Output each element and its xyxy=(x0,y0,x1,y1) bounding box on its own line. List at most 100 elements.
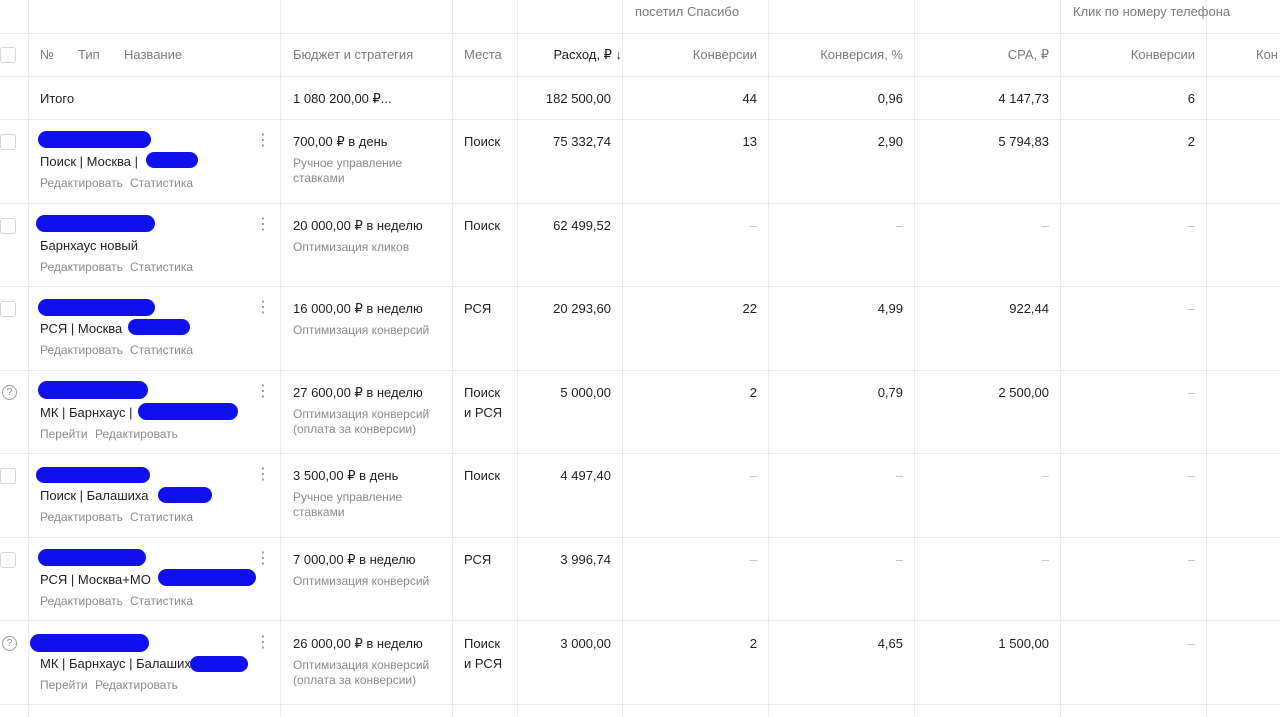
column-header-conversions[interactable]: Конверсии xyxy=(692,47,757,62)
conversions-value: – xyxy=(749,218,757,233)
edit-link[interactable]: Редактировать xyxy=(40,510,123,524)
edit-link[interactable]: Редактировать xyxy=(95,678,178,692)
column-header-conversion-rate[interactable]: Конверсия, % xyxy=(820,47,903,62)
campaign-name[interactable]: МК | Барнхаус | Балашиха xyxy=(40,656,198,671)
strategy-line: ставками xyxy=(293,505,345,519)
budget-value: 700,00 ₽ в день xyxy=(293,134,388,149)
budget-value: 27 600,00 ₽ в неделю xyxy=(293,385,423,400)
edit-link[interactable]: Редактировать xyxy=(40,176,123,190)
campaign-name[interactable]: Барнхаус новый xyxy=(40,238,138,253)
redacted-campaign-id xyxy=(38,299,155,316)
column-divider xyxy=(622,0,623,717)
more-menu-icon[interactable]: ⋮ xyxy=(255,299,271,316)
campaign-name[interactable]: РСЯ | Москва xyxy=(40,321,123,336)
stats-link[interactable]: Статистика xyxy=(130,594,194,608)
group-header-phone-click: Клик по номеру телефона xyxy=(1073,4,1231,19)
redacted-campaign-id xyxy=(30,634,149,652)
places-value: РСЯ xyxy=(464,552,492,567)
row-divider xyxy=(0,33,1280,34)
edit-link[interactable]: Редактировать xyxy=(40,343,123,357)
stats-link[interactable]: Статистика xyxy=(130,176,194,190)
cpa-value: 922,44 xyxy=(1009,301,1049,316)
column-divider xyxy=(517,0,518,717)
select-all-checkbox[interactable] xyxy=(0,47,16,63)
total-expense: 182 500,00 xyxy=(545,91,611,106)
cpa-value: 2 500,00 xyxy=(998,385,1049,400)
total-label: Итого xyxy=(40,91,75,106)
column-header-places[interactable]: Места xyxy=(464,47,502,62)
budget-value: 26 000,00 ₽ в неделю xyxy=(293,636,423,651)
expense-value: 62 499,52 xyxy=(553,218,611,233)
redacted-campaign-id xyxy=(36,467,150,483)
redaction-mark xyxy=(158,569,256,586)
column-header-name[interactable]: Название xyxy=(124,47,183,62)
column-header-type[interactable]: Тип xyxy=(78,47,100,62)
redacted-campaign-id xyxy=(38,131,151,148)
column-divider xyxy=(768,0,769,717)
more-menu-icon[interactable]: ⋮ xyxy=(255,132,271,149)
more-menu-icon[interactable]: ⋮ xyxy=(255,383,271,400)
expense-value: 3 996,74 xyxy=(560,552,611,567)
total-conversion-rate: 0,96 xyxy=(877,91,903,106)
more-menu-icon[interactable]: ⋮ xyxy=(255,466,271,483)
stats-link[interactable]: Статистика xyxy=(130,260,194,274)
stats-link[interactable]: Статистика xyxy=(130,343,194,357)
edit-link[interactable]: Редактировать xyxy=(40,260,123,274)
row-divider xyxy=(0,203,1280,204)
column-header-partial[interactable]: Кон xyxy=(1256,47,1278,62)
more-menu-icon[interactable]: ⋮ xyxy=(255,634,271,651)
column-divider xyxy=(28,0,29,717)
places-value: Поиск xyxy=(464,134,501,149)
places-value: Поиск xyxy=(464,468,501,483)
budget-value: 7 000,00 ₽ в неделю xyxy=(293,552,416,567)
strategy-line: (оплата за конверсии) xyxy=(293,422,417,436)
conversion-rate-value: 4,99 xyxy=(877,301,903,316)
places-value: Поиск xyxy=(464,385,501,400)
total-budget: 1 080 200,00 ₽... xyxy=(293,91,392,106)
help-icon[interactable]: ? xyxy=(2,636,17,651)
total-cpa: 4 147,73 xyxy=(998,91,1049,106)
campaign-name[interactable]: МК | Барнхаус | xyxy=(40,405,133,420)
row-divider xyxy=(0,76,1280,77)
row-checkbox[interactable] xyxy=(0,468,16,484)
conversions-value: 2 xyxy=(749,385,757,400)
more-menu-icon[interactable]: ⋮ xyxy=(255,216,271,233)
stats-link[interactable]: Статистика xyxy=(130,510,194,524)
go-link[interactable]: Перейти xyxy=(40,427,88,441)
column-header-cpa[interactable]: CPA, ₽ xyxy=(1007,47,1049,62)
cpa-value: 1 500,00 xyxy=(998,636,1049,651)
campaign-name[interactable]: Поиск | Балашиха xyxy=(40,488,149,503)
strategy-line: ставками xyxy=(293,171,345,185)
redaction-mark xyxy=(138,403,238,420)
edit-link[interactable]: Редактировать xyxy=(40,594,123,608)
edit-link[interactable]: Редактировать xyxy=(95,427,178,441)
conversions-value: 2 xyxy=(749,636,757,651)
column-header-expense-sorted[interactable]: Расход, ₽ ↓ xyxy=(553,47,622,62)
expense-value: 5 000,00 xyxy=(560,385,611,400)
help-icon[interactable]: ? xyxy=(2,385,17,400)
conversion-rate-value: – xyxy=(895,552,903,567)
conversion-rate-value: – xyxy=(895,468,903,483)
go-link[interactable]: Перейти xyxy=(40,678,88,692)
redacted-campaign-id xyxy=(38,549,146,566)
row-checkbox[interactable] xyxy=(0,134,16,150)
row-divider xyxy=(0,537,1280,538)
places-value: Поиск xyxy=(464,636,501,651)
row-checkbox[interactable] xyxy=(0,301,16,317)
strategy-line: Оптимизация кликов xyxy=(293,240,410,254)
strategy-line: Ручное управление xyxy=(293,156,403,170)
places-value: Поиск xyxy=(464,218,501,233)
column-header-budget[interactable]: Бюджет и стратегия xyxy=(293,47,414,62)
more-menu-icon[interactable]: ⋮ xyxy=(255,550,271,567)
campaign-name[interactable]: Поиск | Москва | xyxy=(40,154,138,169)
conversions-phone-value: – xyxy=(1187,468,1195,483)
row-checkbox[interactable] xyxy=(0,218,16,234)
conversions-phone-value: – xyxy=(1187,636,1195,651)
conversions-value: 13 xyxy=(742,134,757,149)
campaign-name[interactable]: РСЯ | Москва+МО xyxy=(40,572,151,587)
row-checkbox[interactable] xyxy=(0,552,16,568)
row-divider xyxy=(0,370,1280,371)
column-header-conversions-phone[interactable]: Конверсии xyxy=(1130,47,1195,62)
cpa-value: – xyxy=(1041,468,1049,483)
column-header-number[interactable]: № xyxy=(40,47,54,62)
